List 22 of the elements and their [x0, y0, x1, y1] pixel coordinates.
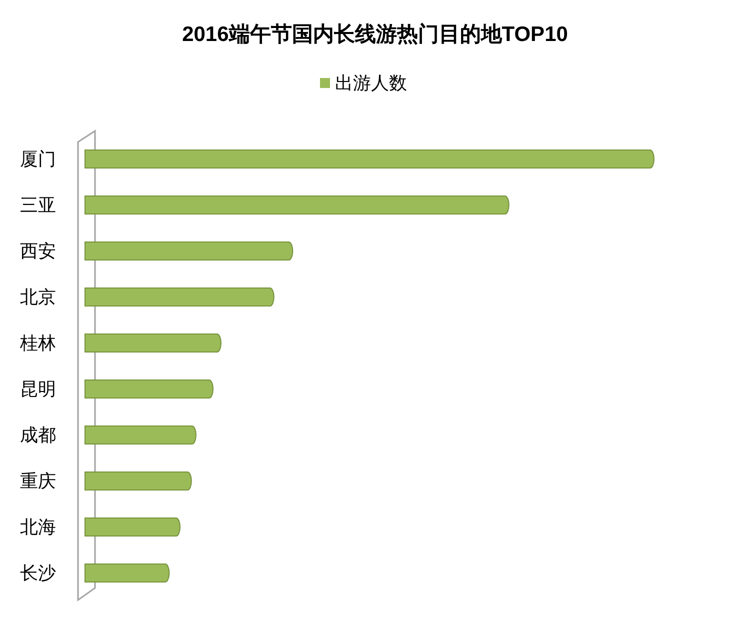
chart-title: 2016端午节国内长线游热门目的地TOP10: [182, 22, 568, 46]
bar: [84, 380, 214, 398]
y-tick-label: 长沙: [20, 563, 56, 583]
y-tick-label: 西安: [20, 241, 56, 261]
y-tick-label: 桂林: [19, 333, 56, 353]
bar: [84, 150, 654, 168]
y-tick-label: 厦门: [20, 149, 56, 169]
legend-label: 出游人数: [335, 73, 407, 93]
y-tick-label: 昆明: [20, 379, 56, 399]
bar: [84, 196, 510, 214]
bar: [84, 518, 181, 536]
bar: [84, 564, 170, 582]
bar: [84, 288, 274, 306]
bar: [84, 334, 222, 352]
bar: [84, 242, 294, 260]
bar: [84, 426, 196, 444]
bar: [84, 472, 192, 490]
y-tick-label: 三亚: [20, 195, 56, 215]
y-tick-label: 成都: [20, 425, 56, 445]
y-tick-label: 北海: [20, 517, 56, 537]
y-tick-label: 重庆: [20, 471, 56, 491]
y-tick-label: 北京: [20, 287, 56, 307]
